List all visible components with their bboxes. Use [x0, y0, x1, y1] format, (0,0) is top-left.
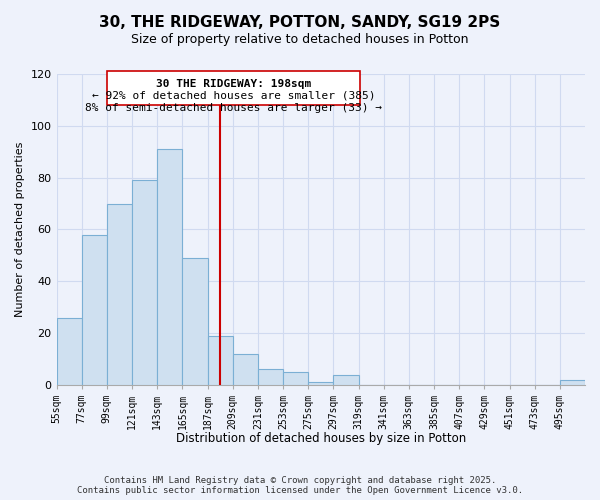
Bar [157, 149, 182, 385]
Bar [283, 372, 308, 385]
X-axis label: Distribution of detached houses by size in Potton: Distribution of detached houses by size … [176, 432, 466, 445]
Text: 30, THE RIDGEWAY, POTTON, SANDY, SG19 2PS: 30, THE RIDGEWAY, POTTON, SANDY, SG19 2P… [100, 15, 500, 30]
Text: Size of property relative to detached houses in Potton: Size of property relative to detached ho… [131, 32, 469, 46]
Bar [560, 380, 585, 385]
Text: 8% of semi-detached houses are larger (33) →: 8% of semi-detached houses are larger (3… [85, 102, 382, 113]
Bar [82, 234, 107, 385]
Bar [308, 382, 334, 385]
Y-axis label: Number of detached properties: Number of detached properties [15, 142, 25, 317]
Text: 30 THE RIDGEWAY: 198sqm: 30 THE RIDGEWAY: 198sqm [155, 79, 311, 89]
Bar [56, 318, 82, 385]
Bar [182, 258, 208, 385]
Bar [132, 180, 157, 385]
Bar [334, 374, 359, 385]
Bar [208, 336, 233, 385]
Bar [233, 354, 258, 385]
FancyBboxPatch shape [107, 72, 359, 105]
Text: ← 92% of detached houses are smaller (385): ← 92% of detached houses are smaller (38… [92, 91, 375, 101]
Text: Contains HM Land Registry data © Crown copyright and database right 2025.
Contai: Contains HM Land Registry data © Crown c… [77, 476, 523, 495]
Bar [258, 370, 283, 385]
Bar [107, 204, 132, 385]
